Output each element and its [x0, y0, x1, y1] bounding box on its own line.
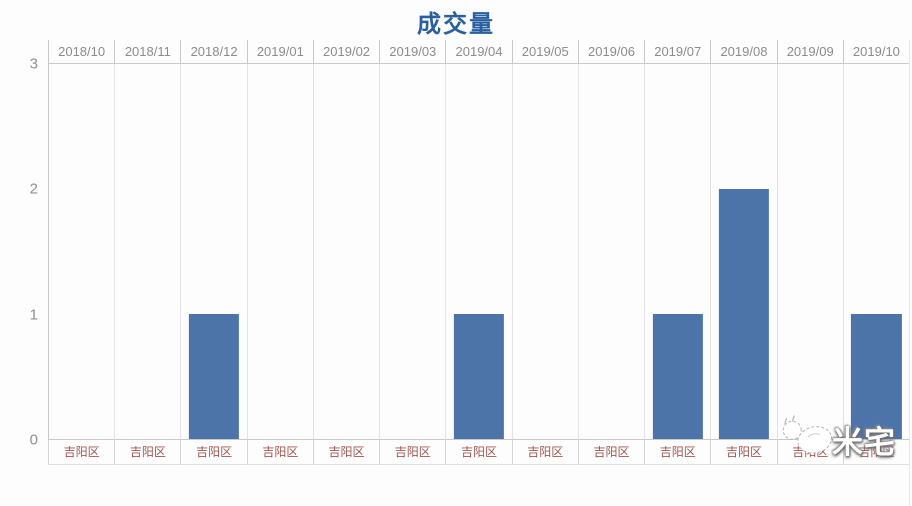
district-label: 吉阳区	[114, 440, 181, 465]
month-label: 2018/10	[48, 40, 115, 64]
plot-cell	[180, 64, 247, 440]
month-label: 2018/11	[114, 40, 181, 64]
district-label: 吉阳区	[246, 440, 313, 465]
district-label: 吉阳区	[379, 440, 446, 465]
plot-cell	[312, 64, 380, 440]
district-label: 吉阳区	[312, 440, 380, 465]
y-axis-tick-label: 0	[29, 431, 38, 449]
district-label: 吉阳区	[180, 440, 247, 465]
y-axis: 0 1 2 3	[0, 40, 48, 466]
chart-title: 成交量	[417, 11, 495, 38]
volume-bar	[652, 314, 703, 439]
volume-bar	[851, 314, 902, 439]
district-label: 吉阳区	[842, 440, 910, 465]
month-label: 2018/12	[180, 40, 247, 64]
month-column: 2018/10 吉阳区	[48, 40, 115, 506]
district-label: 吉阳区	[48, 440, 115, 465]
district-label: 吉阳区	[644, 440, 711, 465]
month-label: 2019/10	[842, 40, 910, 64]
volume-bar	[718, 189, 770, 439]
district-label: 吉阳区	[445, 440, 512, 465]
volume-bar	[453, 314, 505, 439]
plot-cell	[776, 64, 843, 440]
month-column: 2018/11 吉阳区	[114, 40, 181, 506]
month-column: 2019/01 吉阳区	[246, 40, 313, 506]
district-label: 吉阳区	[710, 440, 777, 465]
district-label: 吉阳区	[577, 440, 645, 465]
plot-cell	[577, 64, 645, 440]
month-column: 2019/02 吉阳区	[312, 40, 380, 506]
month-column: 2019/10 吉阳区	[842, 40, 910, 506]
month-label: 2019/05	[511, 40, 578, 64]
month-column: 2019/05 吉阳区	[511, 40, 578, 506]
month-column: 2019/04 吉阳区	[445, 40, 512, 506]
plot-cell	[445, 64, 512, 440]
plot-cell	[246, 64, 313, 440]
district-label: 吉阳区	[776, 440, 843, 465]
month-column: 2019/08 吉阳区	[710, 40, 777, 506]
y-axis-tick-label: 1	[29, 306, 38, 324]
month-column: 2019/09 吉阳区	[776, 40, 843, 506]
month-column: 2019/06 吉阳区	[577, 40, 645, 506]
y-axis-tick-label: 3	[29, 55, 38, 73]
plot-cell	[114, 64, 181, 440]
month-label: 2019/08	[710, 40, 777, 64]
month-label: 2019/02	[312, 40, 380, 64]
plot-cell	[379, 64, 446, 440]
chart-columns: 2018/10 吉阳区 2018/11 吉阳区 2018/12 吉阳区 2019/01 吉阳区…	[48, 40, 910, 506]
month-label: 2019/04	[445, 40, 512, 64]
month-column: 2019/07 吉阳区	[644, 40, 711, 506]
plot-cell	[644, 64, 711, 440]
plot-cell	[48, 64, 115, 440]
month-label: 2019/03	[379, 40, 446, 64]
volume-bar	[188, 314, 240, 439]
month-label: 2019/09	[776, 40, 843, 64]
month-label: 2019/07	[644, 40, 711, 64]
plot-cell	[511, 64, 578, 440]
district-label: 吉阳区	[511, 440, 578, 465]
month-label: 2019/06	[577, 40, 645, 64]
plot-cell	[710, 64, 777, 440]
y-axis-tick-label: 2	[29, 180, 38, 198]
plot-cell	[842, 64, 910, 440]
month-label: 2019/01	[246, 40, 313, 64]
month-column: 2018/12 吉阳区	[180, 40, 247, 506]
month-column: 2019/03 吉阳区	[379, 40, 446, 506]
